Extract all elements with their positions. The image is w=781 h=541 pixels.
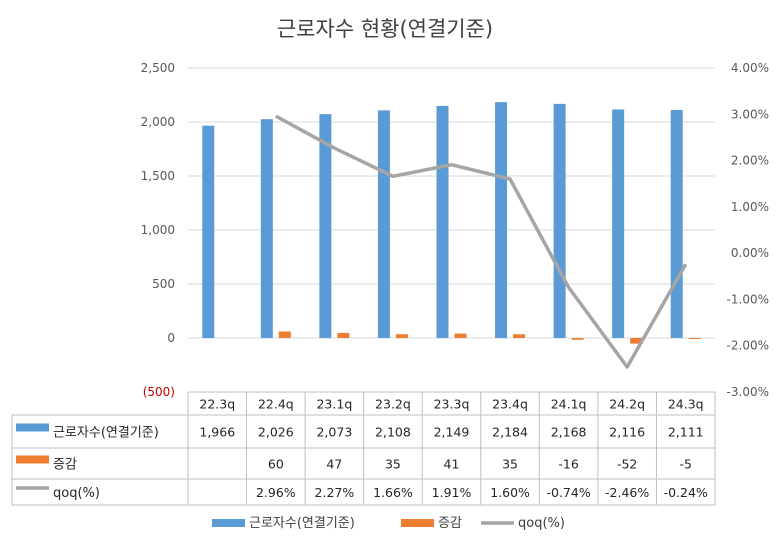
qoq-line: [274, 114, 688, 369]
table-row-label: 증감: [53, 458, 77, 473]
qoq-series-line: [274, 114, 688, 369]
data-label: -0.74%: [546, 485, 590, 500]
x-tick-label: 24.3q: [668, 397, 704, 412]
table-row-label: 근로자수(연결기준): [53, 426, 159, 441]
data-label: 35: [385, 457, 401, 472]
data-label: 2.27%: [315, 485, 355, 500]
data-label: 2,108: [375, 425, 411, 440]
data-label: 1.91%: [432, 485, 472, 500]
y-axis-left: (500) 0 500 1,000 1,500 2,000 2,500: [141, 61, 175, 399]
data-label: 2,149: [434, 425, 470, 440]
legend-key: [401, 519, 434, 527]
y2-tick-label: 2.00%: [731, 154, 769, 168]
bar-change: [454, 333, 467, 338]
y-tick-label: (500): [143, 385, 175, 399]
gridlines: [188, 67, 715, 339]
data-label: 1,966: [199, 425, 235, 440]
data-label: 35: [502, 457, 518, 472]
chart-title: 근로자수 현황(연결기준): [277, 17, 493, 41]
legend: 근로자수(연결기준) 증감 qoq(%): [212, 516, 565, 531]
legend-key: [212, 519, 245, 527]
data-label: 2,111: [668, 425, 704, 440]
data-label: 2,026: [258, 425, 294, 440]
bar-change: [395, 334, 408, 338]
y-tick-label: 2,000: [141, 115, 175, 129]
data-label: 60: [268, 457, 284, 472]
table-row-label: qoq(%): [53, 486, 100, 501]
data-label: 2.96%: [256, 485, 296, 500]
data-label: 2,184: [492, 425, 528, 440]
data-label: 2,073: [316, 425, 352, 440]
bar-change: [688, 338, 701, 339]
legend-label: 증감: [438, 516, 462, 531]
table-key-change: [16, 455, 49, 464]
bars: [202, 102, 701, 344]
table-key-employees: [16, 423, 49, 432]
x-tick-label: 22.4q: [258, 397, 294, 412]
data-label: 2,168: [551, 425, 587, 440]
bar-employees: [436, 105, 449, 339]
x-tick-label: 23.3q: [434, 397, 470, 412]
data-table: 22.3q 22.4q 23.1q 23.2q 23.3q 23.4q 24.1q 24.2q…: [11, 391, 716, 506]
x-tick-label: 24.1q: [551, 397, 587, 412]
x-tick-label: 24.2q: [609, 397, 645, 412]
data-label: -16: [558, 457, 578, 472]
legend-label: 근로자수(연결기준): [249, 516, 355, 531]
bar-employees: [612, 109, 625, 338]
bar-employees: [553, 103, 566, 338]
bar-change: [571, 338, 584, 340]
bar-employees: [377, 110, 390, 338]
data-label: 1.66%: [373, 485, 413, 500]
data-label: 41: [444, 457, 460, 472]
y-tick-label: 2,500: [141, 61, 175, 75]
y2-tick-label: 3.00%: [731, 107, 769, 121]
x-tick-label: 22.3q: [199, 397, 235, 412]
bar-employees: [202, 125, 215, 338]
y-axis-right: -3.00% -2.00% -1.00% 0.00% 1.00% 2.00% 3.00% 4.…: [727, 61, 769, 399]
data-label: -2.46%: [605, 485, 649, 500]
y2-tick-label: 1.00%: [731, 200, 769, 214]
data-label: 1.60%: [490, 485, 530, 500]
x-tick-label: 23.4q: [492, 397, 528, 412]
data-label: 2,116: [609, 425, 645, 440]
data-label: 47: [326, 457, 342, 472]
data-label: -0.24%: [664, 485, 708, 500]
bar-change: [513, 334, 526, 338]
bar-employees: [670, 110, 683, 339]
bar-change: [337, 332, 350, 338]
x-tick-label: 23.1q: [316, 397, 352, 412]
y2-tick-label: 0.00%: [731, 246, 769, 260]
bar-change: [630, 338, 643, 344]
y2-tick-label: 4.00%: [731, 61, 769, 75]
x-tick-label: 23.2q: [375, 397, 411, 412]
data-label: -5: [679, 457, 691, 472]
y-tick-label: 1,500: [141, 169, 175, 183]
y-tick-label: 0: [167, 331, 175, 345]
bar-employees: [495, 102, 508, 339]
y2-tick-label: -2.00%: [727, 339, 769, 353]
y-tick-label: 500: [152, 277, 175, 291]
bar-employees: [260, 119, 273, 338]
data-label: -52: [617, 457, 637, 472]
y2-tick-label: -3.00%: [727, 385, 769, 399]
y-tick-label: 1,000: [141, 223, 175, 237]
legend-label: qoq(%): [518, 516, 565, 531]
bar-employees: [319, 114, 332, 338]
y2-tick-label: -1.00%: [727, 292, 769, 306]
bar-change: [278, 331, 291, 338]
